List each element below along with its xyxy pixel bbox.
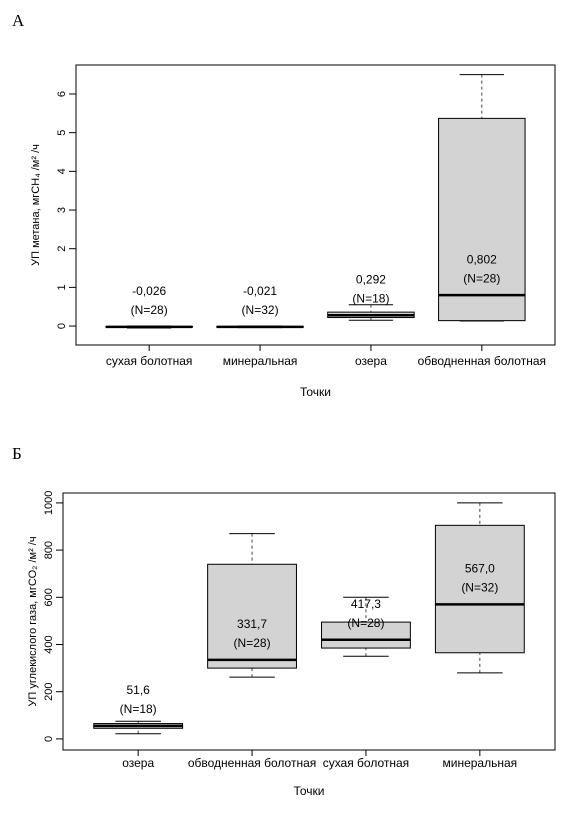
n-label: (N=32) [461,581,498,595]
y-tick-label: 3 [56,207,68,213]
mean-label: 0,802 [467,252,497,266]
y-tick-label: 2 [56,246,68,252]
x-axis-title: Точки [293,784,324,798]
y-tick-label: 6 [56,91,68,97]
y-tick-label: 5 [56,130,68,136]
x-tick-label: обводненная болотная [418,354,546,368]
mean-label: 51,6 [126,683,150,697]
mean-label: -0,026 [132,284,166,298]
y-tick-label: 1 [56,284,68,290]
y-axis-title: УП углекислого газа, мгСО₂ /м² /ч [27,536,39,706]
plot-frame [62,492,556,751]
mean-label: 417,3 [351,597,381,611]
n-label: (N=18) [120,702,157,716]
box [438,117,526,322]
x-tick-label: минеральная [443,756,518,770]
y-tick-label: 1000 [43,491,55,515]
n-label: (N=28) [131,303,168,317]
box [207,563,297,669]
n-label: (N=28) [463,271,500,285]
box [321,621,411,649]
y-tick-label: 600 [43,588,55,606]
panel-label: Б [12,444,22,463]
box [434,524,525,654]
n-label: (N=32) [242,303,279,317]
x-tick-label: сухая болотная [106,354,193,368]
y-tick-label: 200 [43,683,55,701]
x-tick-label: обводненная болотная [188,756,316,770]
y-tick-label: 0 [56,323,68,329]
x-tick-label: озера [355,354,387,368]
mean-label: -0,021 [243,284,277,298]
plot-frame [75,64,556,346]
y-tick-label: 0 [43,736,55,742]
y-tick-label: 4 [56,168,68,174]
n-label: (N=28) [234,636,271,650]
n-label: (N=18) [352,291,389,305]
panel-label: А [12,11,25,30]
y-axis-title: УП метана, мгСН₄ /м² /ч [30,144,42,266]
x-tick-label: сухая болотная [323,756,410,770]
x-tick-label: озера [122,756,154,770]
mean-label: 331,7 [237,617,267,631]
mean-label: 567,0 [465,562,495,576]
y-tick-label: 400 [43,635,55,653]
x-axis-title: Точки [300,385,331,399]
x-tick-label: минеральная [223,354,298,368]
n-label: (N=28) [347,616,384,630]
mean-label: 0,292 [356,272,386,286]
y-tick-label: 800 [43,541,55,559]
